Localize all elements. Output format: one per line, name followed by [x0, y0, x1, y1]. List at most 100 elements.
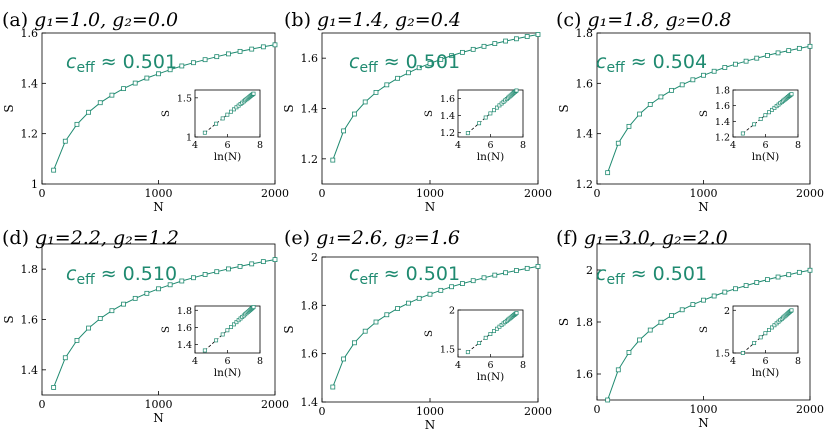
data-point — [605, 170, 611, 176]
data-point — [679, 82, 685, 88]
inset-data-point — [220, 332, 225, 337]
inset-x-axis-label: ln(N) — [477, 151, 505, 163]
inset-data-point — [488, 332, 493, 336]
ceff-value: ≈ 0.501 — [384, 263, 460, 285]
panel-params: g₁=2.6, g₂=1.6 — [316, 227, 460, 249]
data-point — [626, 350, 632, 355]
data-point — [51, 167, 57, 173]
y-tick-label: 1.6 — [21, 27, 39, 40]
data-point — [330, 157, 336, 163]
panel-letter: (e) — [284, 227, 310, 249]
inset-x-axis-label: ln(N) — [214, 367, 242, 379]
data-point — [341, 128, 347, 134]
inset-x-axis-label: ln(N) — [752, 367, 780, 379]
inset-plot: 4 6 8 1.2 1.4 1.6 1.8 ln(N) S — [698, 86, 801, 164]
inset-y-axis-label: S — [698, 326, 710, 333]
data-point — [765, 277, 770, 283]
x-tick-label: 0 — [594, 403, 601, 416]
data-point — [179, 278, 185, 284]
data-point — [514, 36, 519, 42]
data-point — [427, 291, 433, 297]
inset-data-point — [492, 108, 496, 113]
data-point — [637, 111, 642, 117]
x-axis-label: N — [153, 200, 164, 214]
ceff-symbol: c — [66, 51, 77, 73]
inset-data-point — [234, 320, 239, 325]
panel-letter: (b) — [284, 9, 311, 31]
inset-data-point — [220, 116, 225, 121]
inset-x-axis-label: ln(N) — [214, 151, 242, 163]
data-point — [535, 32, 541, 37]
x-axis-label: N — [698, 200, 709, 214]
data-point — [109, 308, 115, 314]
inset-y-axis-label: S — [423, 110, 435, 117]
inset-data-point — [214, 121, 219, 126]
data-point — [615, 367, 621, 373]
ceff-subscript: eff — [359, 272, 378, 288]
y-tick-label: 1.6 — [576, 368, 594, 381]
data-point — [722, 65, 728, 70]
inset-data-point — [763, 113, 768, 118]
inset-x-tick-label: 6 — [762, 356, 768, 367]
data-point — [362, 328, 368, 334]
data-point — [459, 281, 465, 286]
inset-x-tick-label: 8 — [795, 140, 801, 151]
data-point — [690, 77, 696, 83]
panel-title: (f) g₁=3.0, g₂=2.0 — [556, 227, 728, 249]
inset-y-tick-label: 1.4 — [440, 111, 455, 122]
data-point — [449, 53, 455, 59]
x-tick-label: 1000 — [145, 398, 173, 411]
data-point — [637, 337, 642, 343]
data-point — [711, 68, 717, 74]
ceff-symbol: c — [349, 263, 360, 285]
inset-data-point — [232, 322, 236, 327]
data-point — [351, 340, 357, 346]
data-point — [384, 312, 390, 318]
chart-panel: 0 1000 2000 1.6 1.8 2 N S (f) g₁=3.0, g₂=2.0 ceff ≈… — [556, 227, 824, 430]
inset-data-point — [229, 325, 233, 329]
inset-y-tick-label: 1.6 — [440, 94, 455, 105]
data-point — [775, 50, 781, 56]
x-tick-label: 2000 — [524, 187, 552, 200]
data-point — [416, 295, 422, 301]
data-point — [86, 325, 91, 331]
inset-x-tick-label: 6 — [487, 140, 493, 151]
ceff-subscript: eff — [606, 272, 625, 288]
data-point — [395, 75, 401, 81]
data-point — [438, 57, 444, 62]
data-point — [144, 75, 150, 81]
data-point — [202, 57, 208, 63]
inset-data-point — [789, 92, 794, 97]
inset-data-point — [202, 130, 207, 135]
inset-x-tick-label: 4 — [192, 356, 198, 367]
x-axis-label: N — [425, 418, 436, 432]
x-tick-label: 1000 — [690, 187, 718, 200]
data-point — [156, 286, 161, 292]
inset-plot: 4 6 8 1.5 2 ln(N) S — [423, 306, 526, 384]
data-point — [679, 307, 685, 313]
data-point — [225, 266, 231, 272]
panel-letter: (d) — [2, 227, 29, 249]
data-point — [807, 43, 813, 49]
ceff-annotation: ceff ≈ 0.504 — [596, 51, 707, 76]
data-point — [658, 319, 664, 325]
panel-title: (d) g₁=2.2, g₂=1.2 — [2, 227, 179, 249]
ceff-symbol: c — [596, 51, 607, 73]
data-point — [459, 49, 465, 55]
panel-letter: (a) — [2, 9, 28, 31]
inset-data-point — [763, 331, 768, 336]
data-point — [132, 80, 138, 86]
data-point — [722, 289, 728, 295]
data-point — [167, 282, 173, 288]
panel-letter: (c) — [556, 9, 581, 31]
inset-x-tick-label: 4 — [455, 360, 461, 371]
data-point — [524, 34, 530, 39]
ceff-symbol: c — [66, 263, 77, 285]
data-point — [701, 297, 706, 303]
data-point — [503, 270, 509, 276]
data-point — [144, 290, 150, 296]
data-point — [669, 313, 674, 318]
x-tick-label: 0 — [319, 405, 326, 418]
data-point — [214, 54, 220, 60]
inset-data-point — [477, 341, 482, 346]
